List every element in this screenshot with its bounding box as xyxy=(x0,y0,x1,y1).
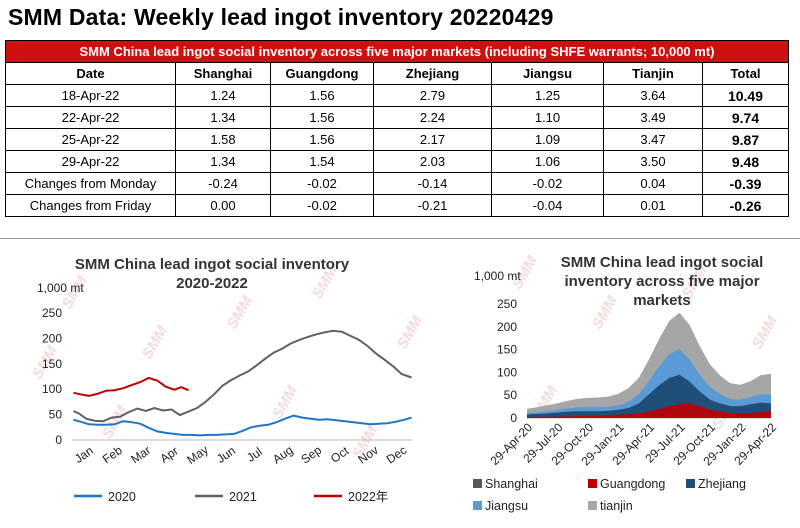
watermark-text: SMM xyxy=(589,293,621,332)
left-x-tick-label: Mar xyxy=(128,443,153,466)
left-y-tick-label: 50 xyxy=(49,408,63,422)
cell-guangdong: -0.02 xyxy=(270,172,374,195)
right-legend: Shanghai Guangdong Zhejiang Jiangsu tianjin xyxy=(473,477,746,513)
left-legend-label: 2020 xyxy=(108,490,136,504)
watermark-text: SMM xyxy=(749,313,781,352)
left-x-tick-label: Oct xyxy=(328,443,352,466)
right-legend-swatch xyxy=(473,501,482,510)
right-y-tick-label: 50 xyxy=(504,388,518,402)
left-legend-label: 2022年 xyxy=(348,490,388,504)
right-legend-label: Guangdong xyxy=(600,477,665,491)
cell-zhejiang: 2.24 xyxy=(373,106,492,129)
left-x-tick-label: Aug xyxy=(270,443,296,467)
left-legend: 2020 2021 2022年 xyxy=(74,490,388,504)
section-divider xyxy=(0,238,800,239)
right-y-tick-label: 100 xyxy=(497,365,517,379)
left-y-axis: 0 50 100 150 200 250 xyxy=(42,306,62,447)
right-chart-title-line2: inventory across five major xyxy=(564,273,759,290)
left-x-tick-label: Feb xyxy=(100,443,125,467)
left-y-tick-label: 150 xyxy=(42,357,62,371)
table-row: 25-Apr-22 1.58 1.56 2.17 1.09 3.47 9.87 xyxy=(5,128,789,151)
right-legend-label: tianjin xyxy=(600,499,633,513)
table-row: 22-Apr-22 1.34 1.56 2.24 1.10 3.49 9.74 xyxy=(5,106,789,129)
cell-shanghai: 1.34 xyxy=(175,150,271,173)
left-x-tick-label: Jan xyxy=(72,443,96,466)
page-title: SMM Data: Weekly lead ingot inventory 20… xyxy=(8,4,554,30)
left-series-line-2020 xyxy=(73,414,412,437)
right-y-tick-label: 200 xyxy=(497,320,517,334)
left-series-line-2021 xyxy=(72,329,412,423)
table-header-row: Date Shanghai Guangdong Zhejiang Jiangsu… xyxy=(5,62,789,85)
right-legend-swatch xyxy=(588,501,597,510)
right-x-axis: 29-Apr-2029-Jul-2029-Oct-2029-Jan-2129-A… xyxy=(487,417,779,468)
right-chart-title-line3: markets xyxy=(633,292,691,309)
left-x-tick-label: Dec xyxy=(384,443,410,467)
right-y-tick-label: 250 xyxy=(497,297,517,311)
left-chart-unit-label: 1,000 mt xyxy=(37,281,84,295)
left-x-tick-label: Jun xyxy=(214,443,238,466)
left-plot-area xyxy=(72,329,412,437)
right-legend-label: Shanghai xyxy=(485,477,538,491)
left-y-tick-label: 0 xyxy=(55,433,62,447)
left-legend-label: 2021 xyxy=(229,490,257,504)
left-x-tick-label: Jul xyxy=(244,445,265,465)
inventory-table: SMM China lead ingot social inventory ac… xyxy=(5,40,789,217)
cell-shanghai: 1.34 xyxy=(175,106,271,129)
watermark-text: SMM xyxy=(394,313,426,352)
cell-jiangsu: 1.06 xyxy=(491,150,604,173)
right-chart-title-line1: SMM China lead ingot social xyxy=(561,254,764,271)
right-legend-swatch xyxy=(473,479,482,488)
right-chart-unit-label: 1,000 mt xyxy=(474,269,521,283)
left-y-tick-label: 200 xyxy=(42,331,62,345)
right-plot-area xyxy=(527,312,771,418)
left-y-tick-label: 100 xyxy=(42,382,62,396)
left-x-tick-label: Sep xyxy=(298,443,324,467)
cell-total: 9.74 xyxy=(702,106,789,129)
cell-zhejiang: 2.79 xyxy=(373,84,492,107)
left-x-tick-label: May xyxy=(184,442,211,466)
cell-guangdong: -0.02 xyxy=(270,194,374,217)
cell-shanghai: 0.00 xyxy=(175,194,271,217)
cell-zhejiang: -0.21 xyxy=(373,194,492,217)
cell-total: -0.26 xyxy=(702,194,789,217)
header-total: Total xyxy=(702,62,789,85)
right-legend-label: Jiangsu xyxy=(485,499,528,513)
right-y-tick-label: 150 xyxy=(497,343,517,357)
right-y-tick-label: 0 xyxy=(510,411,517,425)
header-guangdong: Guangdong xyxy=(270,62,374,85)
cell-tianjin: 3.50 xyxy=(603,150,703,173)
right-series-area-Guangdong xyxy=(527,403,771,418)
table-row: 18-Apr-22 1.24 1.56 2.79 1.25 3.64 10.49 xyxy=(5,84,789,107)
cell-date: 22-Apr-22 xyxy=(5,106,176,129)
left-y-tick-label: 250 xyxy=(42,306,62,320)
cell-date: Changes from Friday xyxy=(5,194,176,217)
right-legend-swatch xyxy=(588,479,597,488)
cell-total: 9.87 xyxy=(702,128,789,151)
left-chart-title-line2: 2020-2022 xyxy=(176,275,248,292)
right-series-area-Zhejiang xyxy=(527,374,771,418)
cell-jiangsu: 1.10 xyxy=(491,106,604,129)
cell-total: 10.49 xyxy=(702,84,789,107)
left-x-tick-label: Apr xyxy=(157,444,180,466)
right-y-axis: 0 50 100 150 200 250 xyxy=(497,297,517,425)
watermark-text: SMM xyxy=(139,323,171,362)
right-legend-label: Zhejiang xyxy=(698,477,746,491)
cell-date: Changes from Monday xyxy=(5,172,176,195)
left-series-line-2022年 xyxy=(73,376,189,397)
cell-tianjin: 0.01 xyxy=(603,194,703,217)
right-legend-swatch xyxy=(686,479,695,488)
cell-guangdong: 1.54 xyxy=(270,150,374,173)
table-row: Changes from Friday 0.00 -0.02 -0.21 -0.… xyxy=(5,194,789,217)
left-chart-title-line1: SMM China lead ingot social inventory xyxy=(75,256,350,273)
cell-zhejiang: 2.17 xyxy=(373,128,492,151)
watermark-text: SMM xyxy=(224,293,256,332)
